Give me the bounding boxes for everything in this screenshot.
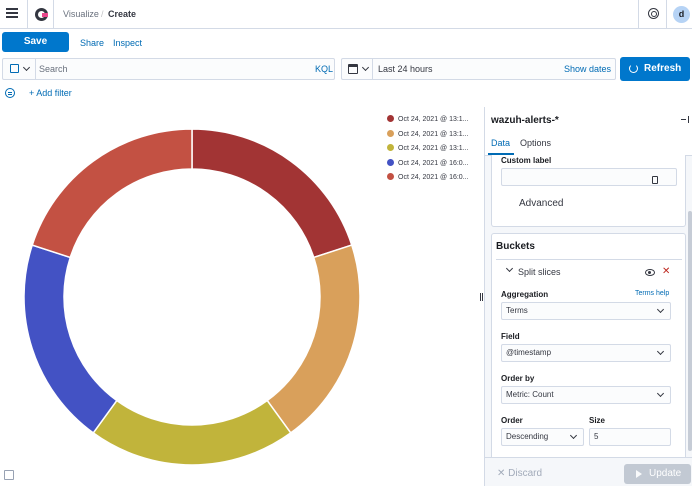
order-by-label: Order by <box>501 374 535 383</box>
chevron-down-icon[interactable] <box>505 264 514 273</box>
search-input[interactable] <box>39 59 309 79</box>
size-value: 5 <box>594 432 599 441</box>
visualization-canvas: Oct 24, 2021 @ 13:1... Oct 24, 2021 @ 13:… <box>0 107 480 486</box>
metric-card: Custom label Advanced <box>491 155 686 256</box>
legend-item-1[interactable]: Oct 24, 2021 @ 13:1... <box>387 115 469 123</box>
buckets-title: Buckets <box>496 241 535 252</box>
close-icon[interactable]: ✕ <box>662 266 671 277</box>
legend-label: Oct 24, 2021 @ 16:0... <box>398 174 469 181</box>
field-value: @timestamp <box>506 348 552 357</box>
legend-color-dot <box>387 144 394 151</box>
buckets-card: Buckets Split slices ✕ Aggregation Terms… <box>491 233 686 463</box>
home-logo-link[interactable] <box>27 0 54 29</box>
saved-query-icon <box>10 64 19 73</box>
legend-label: Oct 24, 2021 @ 16:0... <box>398 159 469 167</box>
terms-help-link[interactable]: Terms help <box>635 290 670 297</box>
breadcrumb-visualize[interactable]: Visualize <box>63 9 99 19</box>
legend-item-5[interactable]: Oct 24, 2021 @ 16:0... <box>387 173 469 181</box>
save-button[interactable]: Save <box>2 32 69 52</box>
menu-icon[interactable] <box>6 8 18 18</box>
active-tab-indicator <box>488 153 514 155</box>
aggregation-select[interactable]: Terms <box>501 302 671 320</box>
panel-resize-handle[interactable] <box>480 293 483 301</box>
user-avatar[interactable]: d <box>673 6 690 23</box>
text-field-icon <box>652 176 658 184</box>
help-icon <box>648 8 659 19</box>
panel-header: wazuh-alerts-* Data Options <box>485 107 692 156</box>
top-nav: Visualize / Create d <box>0 0 692 29</box>
aggregation-label: Aggregation <box>501 290 549 299</box>
size-label: Size <box>589 416 606 425</box>
saved-query-menu-button[interactable] <box>3 59 36 79</box>
filter-options-icon[interactable] <box>5 88 15 98</box>
tab-data[interactable]: Data <box>491 138 511 148</box>
donut-slice-2[interactable] <box>266 244 361 434</box>
quick-date-menu-button[interactable] <box>342 59 373 79</box>
split-slices-title: Split slices <box>518 267 561 277</box>
order-label: Order <box>501 416 523 425</box>
order-by-select[interactable]: Metric: Count <box>501 386 671 404</box>
app-logo-icon <box>35 8 48 21</box>
discard-label: Discard <box>508 468 543 479</box>
refresh-label: Refresh <box>644 63 682 74</box>
panel-scrollbar[interactable] <box>688 211 692 451</box>
legend-label: Oct 24, 2021 @ 13:1... <box>398 145 469 152</box>
chevron-down-icon <box>22 63 31 72</box>
refresh-button[interactable]: Refresh <box>620 57 690 81</box>
custom-label-label: Custom label <box>501 156 552 165</box>
legend-label: Oct 24, 2021 @ 13:1... <box>398 116 469 123</box>
donut-slice-4[interactable] <box>23 244 118 434</box>
legend-item-4[interactable]: Oct 24, 2021 @ 16:0... <box>387 158 469 167</box>
help-menu-button[interactable] <box>638 0 667 29</box>
custom-label-input[interactable] <box>501 168 677 186</box>
query-bar: KQL <box>2 58 335 80</box>
field-label: Field <box>501 332 520 341</box>
order-value: Descending <box>506 432 549 441</box>
order-by-value: Metric: Count <box>506 390 554 399</box>
aggregation-value: Terms <box>506 306 528 315</box>
discard-button[interactable]: ✕ Discard <box>497 468 543 479</box>
date-picker: Last 24 hours Show dates <box>341 58 616 80</box>
field-select[interactable]: @timestamp <box>501 344 671 362</box>
donut-slice-3[interactable] <box>92 399 292 466</box>
tab-options[interactable]: Options <box>520 138 552 148</box>
donut-slice-5[interactable] <box>31 128 193 259</box>
legend-color-dot <box>387 158 394 166</box>
index-pattern-title: wazuh-alerts-* <box>491 115 559 126</box>
update-label: Update <box>649 468 682 479</box>
eye-icon[interactable] <box>645 269 655 276</box>
legend-color-dot <box>387 129 394 137</box>
donut-chart <box>23 128 361 466</box>
legend-label: Oct 24, 2021 @ 13:1... <box>398 130 469 138</box>
collapse-panel-icon[interactable] <box>681 116 689 123</box>
breadcrumb-create: Create <box>108 9 137 19</box>
legend-item-2[interactable]: Oct 24, 2021 @ 13:1... <box>387 129 469 138</box>
play-icon <box>636 470 642 478</box>
update-button[interactable]: Update <box>624 464 691 484</box>
share-button[interactable]: Share <box>80 38 105 48</box>
inspect-button[interactable]: Inspect <box>113 38 143 48</box>
chevron-down-icon <box>361 63 370 72</box>
breadcrumb-separator: / <box>101 9 104 19</box>
refresh-icon <box>629 64 638 73</box>
order-select[interactable]: Descending <box>501 428 584 446</box>
advanced-toggle[interactable]: Advanced <box>519 198 564 209</box>
query-language-toggle[interactable]: KQL <box>315 64 334 74</box>
date-range-text[interactable]: Last 24 hours <box>378 64 433 74</box>
editor-side-panel: wazuh-alerts-* Data Options Custom label… <box>484 107 692 486</box>
divider <box>496 259 682 260</box>
panel-footer: ✕ Discard Update <box>485 457 692 486</box>
inspect-corner-icon[interactable] <box>4 470 14 480</box>
size-input[interactable]: 5 <box>589 428 671 446</box>
donut-slice-1[interactable] <box>191 128 353 259</box>
add-filter-button[interactable]: + Add filter <box>29 88 72 98</box>
legend-color-dot <box>387 173 394 180</box>
legend-color-dot <box>387 115 394 122</box>
legend-item-3[interactable]: Oct 24, 2021 @ 13:1... <box>387 144 469 152</box>
show-dates-button[interactable]: Show dates <box>564 64 612 74</box>
calendar-icon <box>348 64 358 74</box>
